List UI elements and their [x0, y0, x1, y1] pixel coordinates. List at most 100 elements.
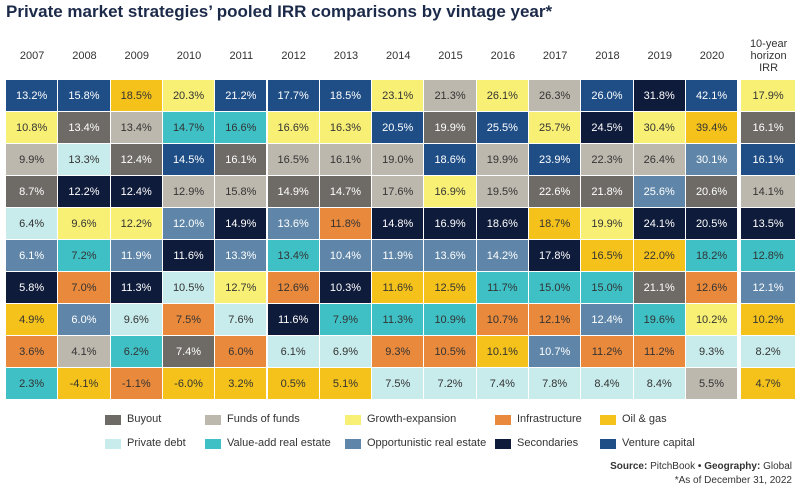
legend-swatch	[105, 439, 121, 449]
quilt-cell: 10.9%	[424, 304, 476, 335]
quilt-cell: 10.4%	[319, 240, 372, 271]
quilt-cell: 4.7%	[741, 368, 795, 399]
quilt-cell: 21.3%	[424, 80, 476, 111]
quilt-cell: 7.9%	[319, 304, 372, 335]
legend-label: Infrastructure	[517, 413, 582, 425]
quilt-cell: 19.6%	[633, 304, 685, 335]
quilt-cell: 25.6%	[633, 176, 685, 207]
legend-label: Buyout	[127, 413, 162, 425]
quilt-cell: 19.0%	[372, 144, 424, 175]
geography-label: Geography:	[704, 461, 761, 472]
quilt-cell: 19.9%	[424, 112, 476, 143]
quilt-cell: 8.4%	[581, 368, 633, 399]
legend-label: Funds of funds	[227, 413, 300, 425]
quilt-cell: 16.5%	[581, 240, 633, 271]
legend-label: Venture capital	[622, 437, 695, 449]
quilt-cell: 15.0%	[529, 272, 581, 303]
quilt-cell: 11.6%	[267, 304, 319, 335]
quilt-cell: 10.2%	[685, 304, 738, 335]
quilt-cell: 18.2%	[685, 240, 738, 271]
quilt-cell: 39.4%	[685, 112, 738, 143]
quilt-cell: 24.5%	[581, 112, 633, 143]
quilt-cell: 11.2%	[581, 336, 633, 367]
legend-label: Opportunistic real estate	[367, 437, 487, 449]
quilt-cell: 16.1%	[741, 144, 795, 175]
quilt-cell: 18.6%	[476, 208, 528, 239]
quilt-cell: 16.3%	[319, 112, 372, 143]
quilt-cell: 22.6%	[529, 176, 581, 207]
quilt-cell: 31.8%	[633, 80, 685, 111]
quilt-cell: 11.9%	[372, 240, 424, 271]
quilt-cell: 22.3%	[581, 144, 633, 175]
quilt-cell: 23.1%	[372, 80, 424, 111]
quilt-cell: 21.1%	[633, 272, 685, 303]
quilt-cell: 18.5%	[110, 80, 162, 111]
quilt-cell: -6.0%	[162, 368, 215, 399]
quilt-cell: 9.3%	[372, 336, 424, 367]
legend-swatch	[600, 415, 616, 425]
quilt-cell: 13.6%	[267, 208, 319, 239]
quilt-cell: 10.7%	[476, 304, 528, 335]
legend-swatch	[600, 439, 616, 449]
quilt-cell: 23.9%	[529, 144, 581, 175]
column-header: 2013	[333, 50, 359, 62]
quilt-cell: 17.7%	[267, 80, 319, 111]
column-header: 2010	[176, 50, 202, 62]
quilt-cell: 17.6%	[372, 176, 424, 207]
quilt-cell: 24.1%	[633, 208, 685, 239]
quilt-cell: 12.8%	[741, 240, 795, 271]
quilt-cell: 15.8%	[215, 176, 267, 207]
quilt-cell: 12.5%	[424, 272, 476, 303]
quilt-cell: 26.3%	[529, 80, 581, 111]
title: Private market strategies’ pooled IRR co…	[6, 2, 553, 21]
quilt-cell: 5.8%	[6, 272, 58, 303]
column-header: 2008	[72, 50, 97, 62]
column-header: 2017	[542, 50, 568, 62]
footnote: *As of December 31, 2022	[674, 475, 792, 486]
quilt-cell: 7.2%	[424, 368, 476, 399]
quilt-cell: 11.3%	[372, 304, 424, 335]
legend-label: Private debt	[127, 437, 186, 449]
column-header: 2014	[386, 50, 411, 62]
quilt-cell: 16.6%	[267, 112, 319, 143]
quilt-cell: 12.2%	[110, 208, 162, 239]
geography-value: Global	[763, 461, 792, 472]
quilt-cell: 16.9%	[424, 208, 476, 239]
quilt-cell: 20.5%	[685, 208, 738, 239]
column-header: 2009	[124, 50, 149, 62]
quilt-cell: 17.8%	[529, 240, 581, 271]
quilt-cell: 19.9%	[476, 144, 528, 175]
quilt-cell: 6.0%	[58, 304, 110, 335]
quilt-cell: 8.7%	[6, 176, 58, 207]
quilt-cell: 12.4%	[110, 176, 162, 207]
quilt-cell: 30.4%	[633, 112, 685, 143]
quilt-cell: 7.5%	[372, 368, 424, 399]
quilt-cell: 15.0%	[581, 272, 633, 303]
quilt-cell: 7.6%	[215, 304, 267, 335]
quilt-cell: 14.9%	[267, 176, 319, 207]
quilt-cell: 13.3%	[215, 240, 267, 271]
quilt-cell: 25.5%	[476, 112, 528, 143]
quilt-cell: 7.5%	[162, 304, 215, 335]
quilt-cell: 14.5%	[162, 144, 215, 175]
quilt-cell: 12.6%	[267, 272, 319, 303]
quilt-cell: 12.1%	[741, 272, 795, 303]
quilt-cell: 10.3%	[319, 272, 372, 303]
quilt-cell: 42.1%	[685, 80, 738, 111]
source-value: PitchBook	[650, 461, 696, 472]
source-label: Source:	[610, 461, 648, 472]
column-header: 2019	[647, 50, 672, 62]
quilt-cell: 7.2%	[58, 240, 110, 271]
legend-swatch	[495, 439, 511, 449]
quilt-cell: 14.7%	[319, 176, 372, 207]
quilt-cell: 11.3%	[110, 272, 162, 303]
quilt-cell: 6.2%	[110, 336, 162, 367]
quilt-cell: 11.6%	[372, 272, 424, 303]
quilt-cell: 3.2%	[215, 368, 267, 399]
quilt-cell: 6.1%	[6, 240, 58, 271]
quilt-cell: 12.9%	[162, 176, 215, 207]
quilt-cell: 0.5%	[267, 368, 319, 399]
quilt-cell: 12.1%	[529, 304, 581, 335]
quilt-cell: 19.9%	[581, 208, 633, 239]
